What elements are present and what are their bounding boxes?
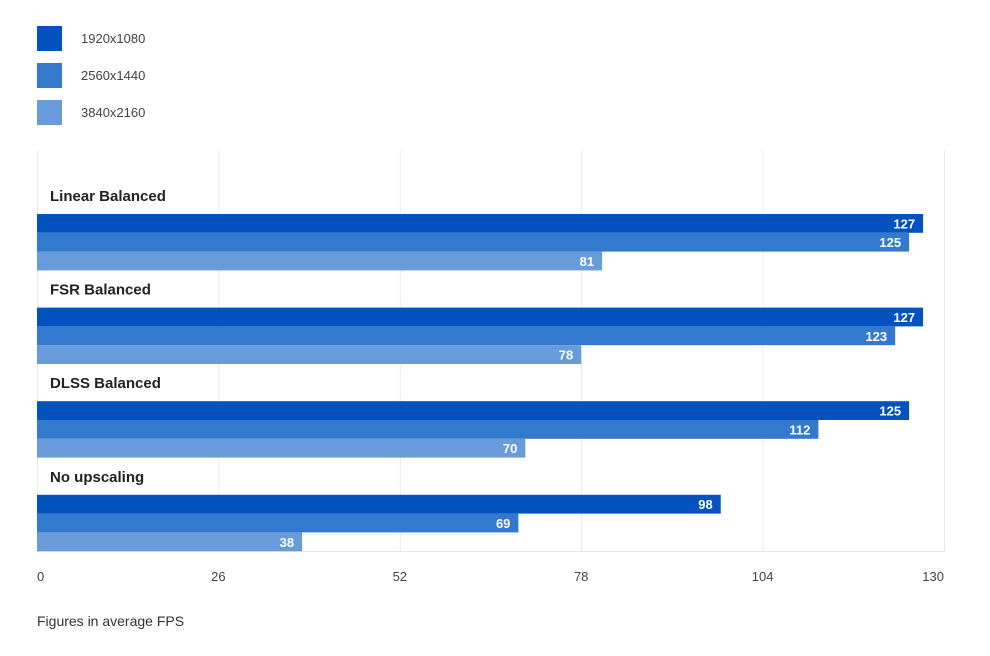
legend-item-3840x2160: 3840x2160 (37, 100, 145, 125)
bar-value-label: 127 (893, 216, 915, 231)
legend-item-1920x1080: 1920x1080 (37, 26, 145, 51)
bar-value-label: 127 (893, 310, 915, 325)
bar (37, 494, 721, 514)
x-tick-label: 130 (922, 569, 944, 584)
bar-value-label: 125 (879, 235, 901, 250)
bar (37, 532, 303, 552)
bar-value-label: 81 (580, 254, 594, 269)
bar (37, 401, 910, 420)
x-tick-label: 0 (37, 569, 44, 584)
bar-value-label: 112 (789, 422, 810, 437)
bar-value-label: 78 (559, 348, 573, 363)
bar-value-label: 98 (698, 497, 712, 512)
chart-footnote: Figures in average FPS (37, 613, 185, 629)
chart-legend: 1920x1080 2560x1440 3840x2160 (37, 26, 145, 137)
x-tick-label: 52 (393, 569, 407, 584)
bar-value-label: 69 (496, 516, 510, 531)
legend-swatch-2560x1440 (37, 63, 62, 88)
category-label: Linear Balanced (50, 188, 166, 205)
legend-label: 3840x2160 (81, 105, 146, 120)
category-label: No upscaling (50, 469, 144, 486)
legend-label: 1920x1080 (81, 31, 146, 46)
bar (37, 345, 582, 364)
bar (37, 251, 603, 271)
bar (37, 438, 526, 458)
bar-value-label: 123 (865, 329, 887, 344)
legend-label: 2560x1440 (81, 68, 146, 83)
bar (37, 214, 924, 233)
legend-swatch-3840x2160 (37, 100, 62, 125)
bar (37, 420, 819, 439)
bar-value-label: 38 (280, 535, 294, 550)
bar-value-label: 70 (503, 441, 517, 456)
bar (37, 513, 519, 533)
bar (37, 326, 896, 346)
x-tick-label: 78 (574, 569, 588, 584)
x-tick-label: 104 (752, 569, 774, 584)
legend-swatch-1920x1080 (37, 26, 62, 51)
bar-value-label: 125 (879, 404, 901, 419)
x-tick-label: 26 (211, 569, 225, 584)
legend-item-2560x1440: 2560x1440 (37, 63, 145, 88)
category-label: DLSS Balanced (50, 375, 161, 392)
bar (37, 307, 924, 327)
bar (37, 232, 910, 252)
category-label: FSR Balanced (50, 282, 151, 299)
